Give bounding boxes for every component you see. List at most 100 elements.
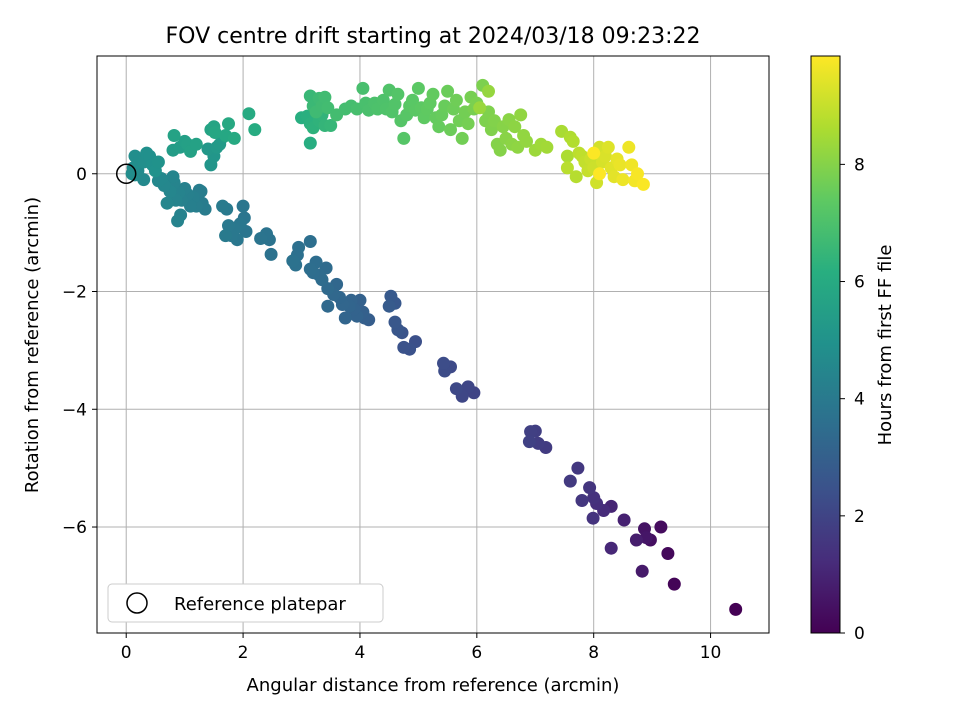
data-point	[324, 119, 338, 132]
data-point	[569, 170, 583, 184]
data-point	[667, 577, 681, 591]
data-point	[493, 143, 507, 157]
data-point	[242, 107, 256, 121]
data-point	[397, 340, 411, 354]
data-point	[388, 97, 402, 111]
y-tick-label: 0	[76, 165, 87, 185]
data-point	[151, 155, 165, 169]
y-tick-label: −6	[62, 518, 87, 538]
data-point	[171, 214, 185, 228]
data-point	[227, 131, 241, 145]
legend-box	[107, 583, 384, 623]
data-point	[622, 140, 636, 154]
data-point	[411, 81, 425, 95]
data-point	[391, 87, 405, 101]
y-tick-label: −4	[62, 400, 87, 420]
colorbar-tick-label: 4	[854, 390, 865, 410]
x-tick-label: 6	[471, 643, 482, 663]
data-point	[514, 108, 528, 122]
data-point	[575, 494, 589, 507]
data-point	[473, 101, 487, 115]
data-point	[441, 84, 455, 98]
data-point	[587, 491, 601, 505]
data-point	[616, 173, 630, 187]
data-point	[586, 511, 600, 525]
data-point	[318, 90, 332, 104]
data-point	[236, 199, 250, 213]
data-point	[189, 137, 203, 151]
data-point	[604, 541, 618, 555]
data-point	[661, 547, 675, 560]
data-point	[303, 262, 317, 276]
data-point	[286, 254, 300, 268]
data-point	[571, 461, 585, 475]
colorbar: Hours from first FF file 0 2 4 6 8	[810, 55, 896, 644]
data-point	[356, 81, 370, 95]
reference-platepar-marker	[115, 163, 137, 185]
data-point	[617, 513, 631, 527]
data-point	[636, 177, 650, 191]
data-point	[437, 356, 450, 370]
data-point	[222, 117, 235, 131]
data-point	[160, 196, 174, 210]
colorbar-label: Hours from first FF file	[875, 245, 896, 446]
colorbar-tick-label: 2	[854, 507, 865, 527]
data-point	[167, 129, 181, 142]
x-tick-label: 10	[700, 643, 722, 663]
data-point	[729, 602, 743, 616]
data-point	[560, 161, 574, 175]
data-point	[248, 123, 262, 137]
data-point	[455, 131, 469, 145]
y-axis-label: Rotation from reference (arcmin)	[22, 197, 43, 493]
data-point	[629, 533, 643, 547]
data-point	[601, 140, 615, 154]
data-point	[338, 311, 352, 325]
data-point	[208, 126, 222, 139]
data-point	[303, 235, 317, 248]
data-point	[635, 564, 649, 578]
plot-frame	[96, 55, 770, 634]
data-point	[406, 93, 419, 107]
data-point	[125, 167, 139, 181]
colorbar-tick-label: 0	[854, 624, 865, 644]
data-point	[593, 167, 606, 181]
data-point	[222, 219, 235, 233]
data-point	[426, 87, 440, 101]
data-point	[219, 229, 233, 243]
data-point	[444, 123, 457, 137]
data-point	[613, 158, 627, 172]
data-point	[566, 134, 580, 148]
data-point	[461, 380, 475, 394]
data-point	[382, 299, 396, 313]
data-point	[321, 101, 335, 115]
data-point	[631, 167, 644, 181]
x-tick-label: 2	[238, 643, 249, 663]
x-axis-label: Angular distance from reference (arcmin)	[247, 675, 620, 696]
data-point	[166, 170, 180, 184]
legend-label: Reference platepar	[174, 594, 346, 615]
data-point	[449, 93, 463, 107]
legend: Reference platepar	[107, 583, 384, 623]
x-tick-label: 0	[121, 643, 132, 663]
data-point	[540, 140, 554, 154]
data-point	[461, 117, 475, 131]
data-point	[449, 382, 463, 396]
colorbar-gradient	[810, 55, 841, 634]
y-tick-label: −2	[62, 283, 87, 303]
chart-title: FOV centre drift starting at 2024/03/18 …	[166, 24, 701, 49]
data-point	[522, 435, 536, 449]
data-point	[388, 315, 402, 329]
data-point	[563, 474, 577, 488]
data-point	[520, 134, 533, 148]
data-point	[216, 199, 230, 213]
data-point	[151, 174, 165, 188]
plot-area: 0 2 4 6 8 10 −6 −4 −2 0	[62, 55, 770, 663]
data-point	[384, 289, 398, 303]
data-point	[560, 149, 574, 163]
data-point	[583, 481, 597, 495]
x-tick-label: 8	[588, 643, 599, 663]
data-point	[321, 299, 335, 313]
data-point	[397, 131, 411, 145]
data-point	[254, 232, 268, 245]
